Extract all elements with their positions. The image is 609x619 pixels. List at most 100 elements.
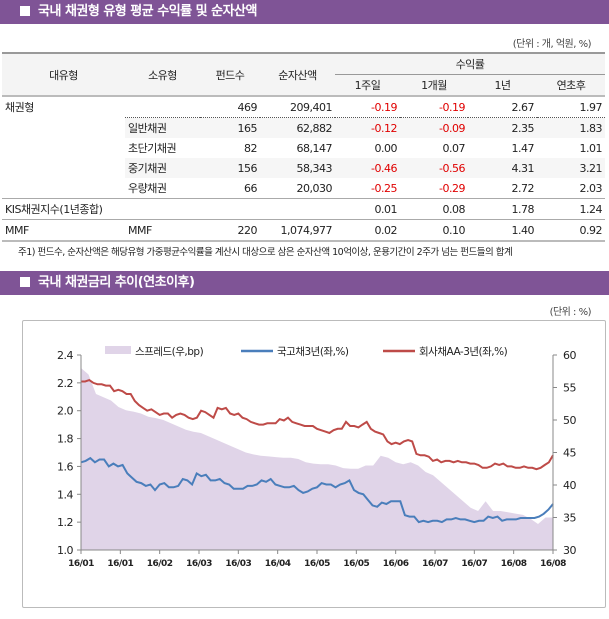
header-1y: 1년 — [468, 74, 537, 96]
x-tick-label: 16/02 — [147, 559, 173, 569]
cell-ytd: 1.97 — [537, 96, 605, 118]
series-line-1 — [80, 456, 554, 524]
cell-minor: 일반채권 — [125, 117, 200, 138]
cell-m1: -0.09 — [400, 117, 468, 138]
cell-ytd: 1.01 — [579, 141, 603, 155]
cell-minor: 우량채권 — [128, 182, 167, 195]
x-tick-label: 16/05 — [343, 559, 369, 569]
cell-y1: 1.47 — [511, 141, 535, 155]
x-tick-label: 16/07 — [461, 559, 487, 569]
y-right-tick-label: 55 — [563, 382, 576, 395]
y-right-tick-label: 40 — [563, 479, 576, 492]
cell-ytd: 1.83 — [537, 117, 605, 138]
chart-frame: 1.0 1.2 1.4 1.6 1.8 2.0 2.2 2.4 30 35 40 45 50 55 60 16… — [22, 320, 606, 608]
cell-w1: -0.46 — [335, 158, 400, 178]
cell-m1: -0.19 — [400, 96, 468, 118]
square-bullet-icon — [20, 6, 30, 16]
x-tick-label: 16/05 — [304, 559, 330, 569]
table-row: 중기채권 156 58,343 -0.46 -0.56 4.31 3.21 — [2, 158, 605, 178]
section-title: 국내 채권형 유형 평균 수익률 및 순자산액 — [38, 4, 257, 19]
header-ytd: 연초후 — [537, 74, 605, 96]
cell-m1: 0.10 — [400, 219, 468, 242]
cell-assets: 62,882 — [260, 117, 335, 138]
cell-w1: 0.02 — [335, 219, 400, 242]
table-row: 일반채권 165 62,882 -0.12 -0.09 2.35 1.83 — [2, 117, 605, 139]
x-tick-label: 16/08 — [540, 559, 566, 569]
cell-major — [2, 118, 125, 139]
cell-ytd: 3.21 — [537, 158, 605, 178]
cell-w1: -0.25 — [371, 181, 397, 195]
spread-area — [81, 368, 553, 550]
x-tick-label: 16/07 — [422, 559, 448, 569]
cell-m1: 0.08 — [400, 198, 468, 220]
section-title-bar-2: 국내 채권금리 추이(연초이후) — [0, 271, 609, 295]
cell-funds: 66 — [244, 181, 258, 195]
y-right-tick-label: 60 — [563, 349, 576, 362]
cell-y1: 1.78 — [468, 198, 537, 220]
y-left-tick-label: 2.2 — [57, 377, 73, 390]
cell-w1: 0.00 — [374, 141, 398, 155]
header-1w: 1주일 — [335, 74, 400, 96]
cell-y1: 4.31 — [468, 158, 537, 178]
y-right-tick-label: 35 — [563, 512, 576, 525]
cell-major: KIS채권지수(1년종합) — [2, 198, 125, 220]
cell-assets: 20,030 — [296, 181, 333, 195]
fund-returns-table: 대유형 소유형 펀드수 순자산액 수익률 1주일 1개월 1년 연초후 채권형 469 209,4… — [2, 52, 605, 242]
cell-funds: 165 — [200, 117, 260, 138]
cell-minor — [125, 198, 200, 220]
section-title-bar: 국내 채권형 유형 평균 수익률 및 순자산액 — [0, 0, 609, 24]
cell-minor: 초단기채권 — [128, 142, 177, 155]
cell-m1: -0.56 — [400, 158, 468, 178]
y-left-tick-label: 1.4 — [57, 488, 73, 501]
cell-major: MMF — [2, 219, 125, 242]
y-right-tick-label: 50 — [563, 414, 576, 427]
x-tick-label: 16/01 — [68, 559, 94, 569]
cell-w1: -0.12 — [335, 117, 400, 138]
cell-funds: 156 — [200, 158, 260, 178]
cell-minor — [125, 96, 200, 118]
x-tick-label: 16/03 — [225, 559, 251, 569]
cell-major: 채권형 — [5, 101, 34, 115]
y-left-tick-label: 1.2 — [57, 516, 73, 529]
cell-assets: 58,343 — [260, 158, 335, 178]
y-right-tick-label: 45 — [563, 447, 576, 460]
cell-ytd: 1.24 — [537, 198, 605, 220]
cell-major — [2, 138, 125, 158]
cell-funds: 82 — [244, 141, 258, 155]
y-left-tick-label: 1.0 — [57, 544, 73, 557]
cell-minor: MMF — [125, 219, 200, 242]
cell-funds: 220 — [200, 219, 260, 242]
cell-w1: -0.19 — [335, 96, 400, 118]
footnote: 주1) 펀드수, 순자산액은 해당유형 가중평균수익률을 계산시 대상으로 삼은… — [18, 247, 513, 258]
x-tick-label: 16/06 — [383, 559, 409, 569]
section-title-2: 국내 채권금리 추이(연초이후) — [38, 275, 195, 290]
y-left-tick-label: 1.8 — [57, 433, 73, 446]
cell-y1: 2.35 — [468, 117, 537, 138]
legend-swatch-area — [105, 346, 131, 354]
rate-trend-chart: 1.0 1.2 1.4 1.6 1.8 2.0 2.2 2.4 30 35 40 45 50 55 60 16… — [57, 346, 577, 569]
cell-assets: 209,401 — [260, 96, 335, 118]
cell-y1: 2.67 — [468, 96, 537, 118]
table-row: 초단기채권 82 68,147 0.00 0.07 1.47 1.01 — [2, 138, 605, 158]
y-left-tick-label: 2.4 — [57, 349, 73, 362]
x-tick-label: 16/03 — [186, 559, 212, 569]
legend-label: 회사채AA-3년(좌,%) — [419, 346, 508, 358]
table-row: 우량채권 66 20,030 -0.25 -0.29 2.72 2.03 — [2, 178, 605, 199]
unit-label: (단위 : 개, 억원, %) — [512, 39, 592, 50]
cell-m1: -0.29 — [439, 181, 465, 195]
cell-m1: 0.07 — [442, 141, 466, 155]
cell-minor: 중기채권 — [125, 158, 200, 178]
x-tick-label: 16/04 — [265, 559, 291, 569]
cell-funds — [200, 198, 260, 220]
cell-major — [2, 178, 125, 199]
cell-assets — [260, 198, 335, 220]
series-line-2 — [81, 378, 554, 471]
cell-funds: 469 — [200, 96, 260, 118]
cell-assets: 68,147 — [296, 141, 333, 155]
x-tick-label: 16/01 — [107, 559, 133, 569]
header-1m: 1개월 — [400, 74, 468, 96]
cell-assets: 1,074,977 — [260, 219, 335, 242]
header-funds: 펀드수 — [200, 53, 260, 96]
cell-y1: 1.40 — [468, 219, 537, 242]
header-assets: 순자산액 — [260, 53, 335, 96]
